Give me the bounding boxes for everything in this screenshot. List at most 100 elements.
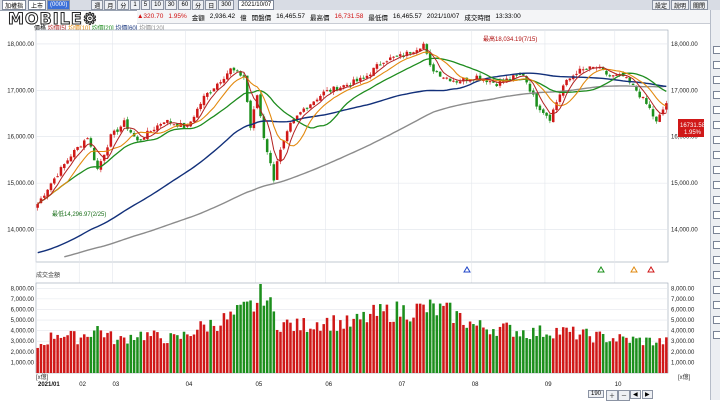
candle-body	[249, 100, 252, 128]
zoom-in-icon[interactable]: ＋	[606, 390, 619, 401]
volume-tick-label-left: 5,000.00	[11, 318, 35, 324]
volume-bar	[265, 300, 269, 373]
volume-bar	[142, 340, 146, 373]
tool-icon[interactable]	[713, 61, 720, 69]
volume-tick-label-left: 7,000.00	[11, 297, 35, 303]
volume-bar	[428, 299, 432, 373]
period-button-0[interactable]: 週	[91, 0, 104, 10]
candle-body	[319, 95, 322, 101]
candle-body	[235, 70, 239, 72]
high-label: 最高價	[310, 14, 330, 22]
volume-bar	[558, 334, 562, 373]
period-button-2[interactable]: 分	[117, 0, 130, 10]
candle-body	[315, 99, 319, 102]
period-button-9[interactable]: 日	[205, 0, 218, 10]
scroll-left-icon[interactable]: ◀	[630, 390, 641, 399]
market-select[interactable]: 上市	[28, 0, 47, 10]
low-annotation: 最低14,296.97(2/25)	[52, 210, 106, 218]
tool-icon[interactable]	[713, 211, 720, 219]
volume-bar	[611, 338, 615, 373]
page-indicator[interactable]: 190	[588, 390, 605, 398]
candle-body	[638, 91, 641, 98]
volume-bar	[302, 318, 306, 373]
period-button-4[interactable]: 5	[140, 0, 151, 10]
symbol-select[interactable]: 加權指	[2, 0, 27, 10]
candle-body	[252, 109, 256, 129]
tool-icon[interactable]	[713, 121, 720, 129]
volume-tick-label-right: 1,000.00	[671, 360, 695, 366]
ma120-line	[64, 85, 667, 258]
tool-icon[interactable]	[713, 106, 720, 114]
tool-icon[interactable]	[713, 271, 720, 279]
tool-icon[interactable]	[713, 316, 720, 324]
tool-icon[interactable]	[713, 226, 720, 234]
candle-body	[335, 87, 339, 91]
moving-average-lines	[37, 49, 667, 258]
candle-body	[345, 84, 349, 87]
tool-icon[interactable]	[713, 46, 720, 54]
period-button-7[interactable]: 60	[178, 0, 192, 10]
tool-icon[interactable]	[713, 181, 720, 189]
candle-body	[109, 134, 113, 147]
volume-bar	[335, 330, 339, 373]
candle-body	[492, 81, 495, 83]
candle-body	[462, 77, 465, 82]
period-button-5[interactable]: 10	[151, 0, 164, 10]
volume-bar	[116, 339, 119, 373]
period-button-8[interactable]: 分	[192, 0, 205, 10]
candle-body	[541, 109, 545, 113]
tool-icon[interactable]	[713, 331, 720, 339]
candle-body	[139, 139, 143, 141]
tool-icon[interactable]	[713, 286, 720, 294]
period-button-6[interactable]: 30	[164, 0, 178, 10]
month-label: 2021/01	[38, 382, 60, 388]
volume-bar	[202, 324, 206, 373]
volume-bar	[638, 337, 641, 373]
toolbar-right-button-1[interactable]: 說明	[670, 0, 689, 10]
volume-bar	[349, 326, 352, 373]
date-field[interactable]: 2021/10/07	[238, 0, 275, 10]
candle-body	[608, 75, 612, 77]
volume-bar	[282, 322, 286, 373]
candle-body	[522, 73, 525, 76]
volume-bar	[551, 338, 555, 373]
candle-body	[558, 94, 562, 102]
legend-ma120: 均價[120]	[139, 26, 165, 32]
candle-body	[89, 138, 93, 147]
volume-bar	[156, 332, 159, 373]
volume-bar	[149, 336, 153, 373]
legend-price: 價格	[34, 26, 47, 32]
candle-body	[352, 79, 355, 85]
candle-body	[295, 115, 299, 121]
scroll-right-icon[interactable]: ▶	[642, 390, 653, 399]
volume-bar	[448, 302, 452, 373]
tool-icon[interactable]	[713, 166, 720, 174]
tool-icon[interactable]	[713, 241, 720, 249]
period-button-10[interactable]: 300	[218, 0, 235, 10]
tool-icon[interactable]	[713, 136, 720, 144]
candle-body	[199, 103, 202, 110]
code-field[interactable]: (0000)	[47, 0, 71, 10]
candle-body	[625, 77, 628, 79]
candle-body	[159, 124, 163, 126]
candle-body	[385, 61, 389, 63]
toolbar-right-button-2[interactable]: 關閉	[689, 0, 708, 10]
period-button-1[interactable]: 月	[104, 0, 117, 10]
amount-label: 金額	[191, 14, 205, 22]
zoom-out-icon[interactable]: －	[618, 390, 631, 401]
volume-bar	[39, 344, 43, 373]
tool-icon[interactable]	[713, 256, 720, 264]
period-buttons: 週月分 1 5 10 30 60 分日 300	[90, 0, 235, 10]
tool-icon[interactable]	[713, 76, 720, 84]
candle-body	[372, 67, 375, 76]
tool-icon[interactable]	[713, 301, 720, 309]
period-button-3[interactable]: 1	[130, 0, 140, 10]
tool-icon[interactable]	[713, 151, 720, 159]
volume-bar	[245, 301, 249, 373]
tool-icon[interactable]	[713, 196, 720, 204]
volume-bar	[515, 331, 518, 373]
volume-bar	[312, 329, 316, 373]
ma5-line	[37, 49, 667, 205]
toolbar-right-button-0[interactable]: 設定	[651, 0, 670, 10]
tool-icon[interactable]	[713, 91, 720, 99]
